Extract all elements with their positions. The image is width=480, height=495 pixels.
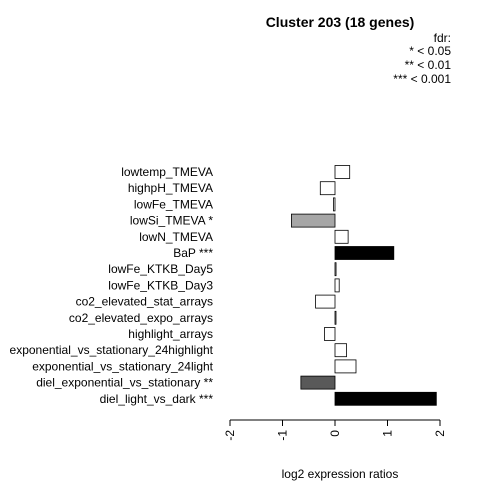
- legend-title: fdr:: [434, 31, 451, 45]
- category-label: highlight_arrays: [128, 327, 213, 341]
- bar: [291, 213, 336, 228]
- bars: [291, 165, 437, 406]
- legend-entry-1: * < 0.05: [409, 44, 451, 58]
- bar: [334, 278, 340, 293]
- bar: [334, 246, 395, 260]
- category-label: BaP ***: [173, 246, 213, 260]
- bar: [334, 391, 437, 406]
- legend-entry-3: *** < 0.001: [393, 72, 451, 86]
- bar: [315, 294, 336, 309]
- bar: [334, 359, 357, 374]
- category-labels: lowtemp_TMEVA highpH_TMEVA lowFe_TMEVA lowS…: [10, 165, 214, 406]
- bar: [334, 262, 337, 277]
- bar: [334, 343, 347, 358]
- bar: [334, 229, 349, 244]
- category-label: lowtemp_TMEVA: [121, 165, 213, 179]
- category-label: co2_elevated_stat_arrays: [76, 295, 213, 309]
- category-label: exponential_vs_stationary_24light: [32, 359, 213, 373]
- category-label: lowFe_KTKB_Day5: [108, 262, 213, 276]
- bar: [334, 310, 337, 325]
- bar: [324, 327, 336, 341]
- bar: [319, 181, 336, 196]
- bar: [334, 165, 351, 179]
- category-label: diel_exponential_vs_stationary **: [36, 376, 213, 390]
- category-label: lowSi_TMEVA *: [130, 214, 213, 228]
- category-label: diel_light_vs_dark ***: [100, 392, 214, 406]
- category-label: lowFe_KTKB_Day3: [108, 278, 213, 292]
- legend: fdr: * < 0.05 ** < 0.01 *** < 0.001: [393, 31, 451, 86]
- x-tick-label: -1: [276, 430, 290, 441]
- bar: [333, 197, 336, 212]
- category-label: lowFe_TMEVA: [134, 197, 213, 211]
- x-axis: -2 -1 0 1 2: [223, 419, 447, 441]
- category-label: lowN_TMEVA: [139, 230, 213, 244]
- x-tick-label: 1: [381, 430, 395, 437]
- legend-entry-2: ** < 0.01: [405, 58, 452, 72]
- category-label: co2_elevated_expo_arrays: [69, 311, 213, 325]
- x-axis-title: log2 expression ratios: [282, 467, 399, 481]
- bar: [300, 375, 336, 390]
- x-tick-label: 0: [328, 430, 342, 437]
- category-label: highpH_TMEVA: [128, 181, 213, 195]
- x-tick-label: 2: [433, 430, 447, 437]
- chart-title: Cluster 203 (18 genes): [266, 14, 415, 30]
- x-tick-label: -2: [223, 430, 237, 441]
- category-label: exponential_vs_stationary_24highlight: [10, 343, 214, 357]
